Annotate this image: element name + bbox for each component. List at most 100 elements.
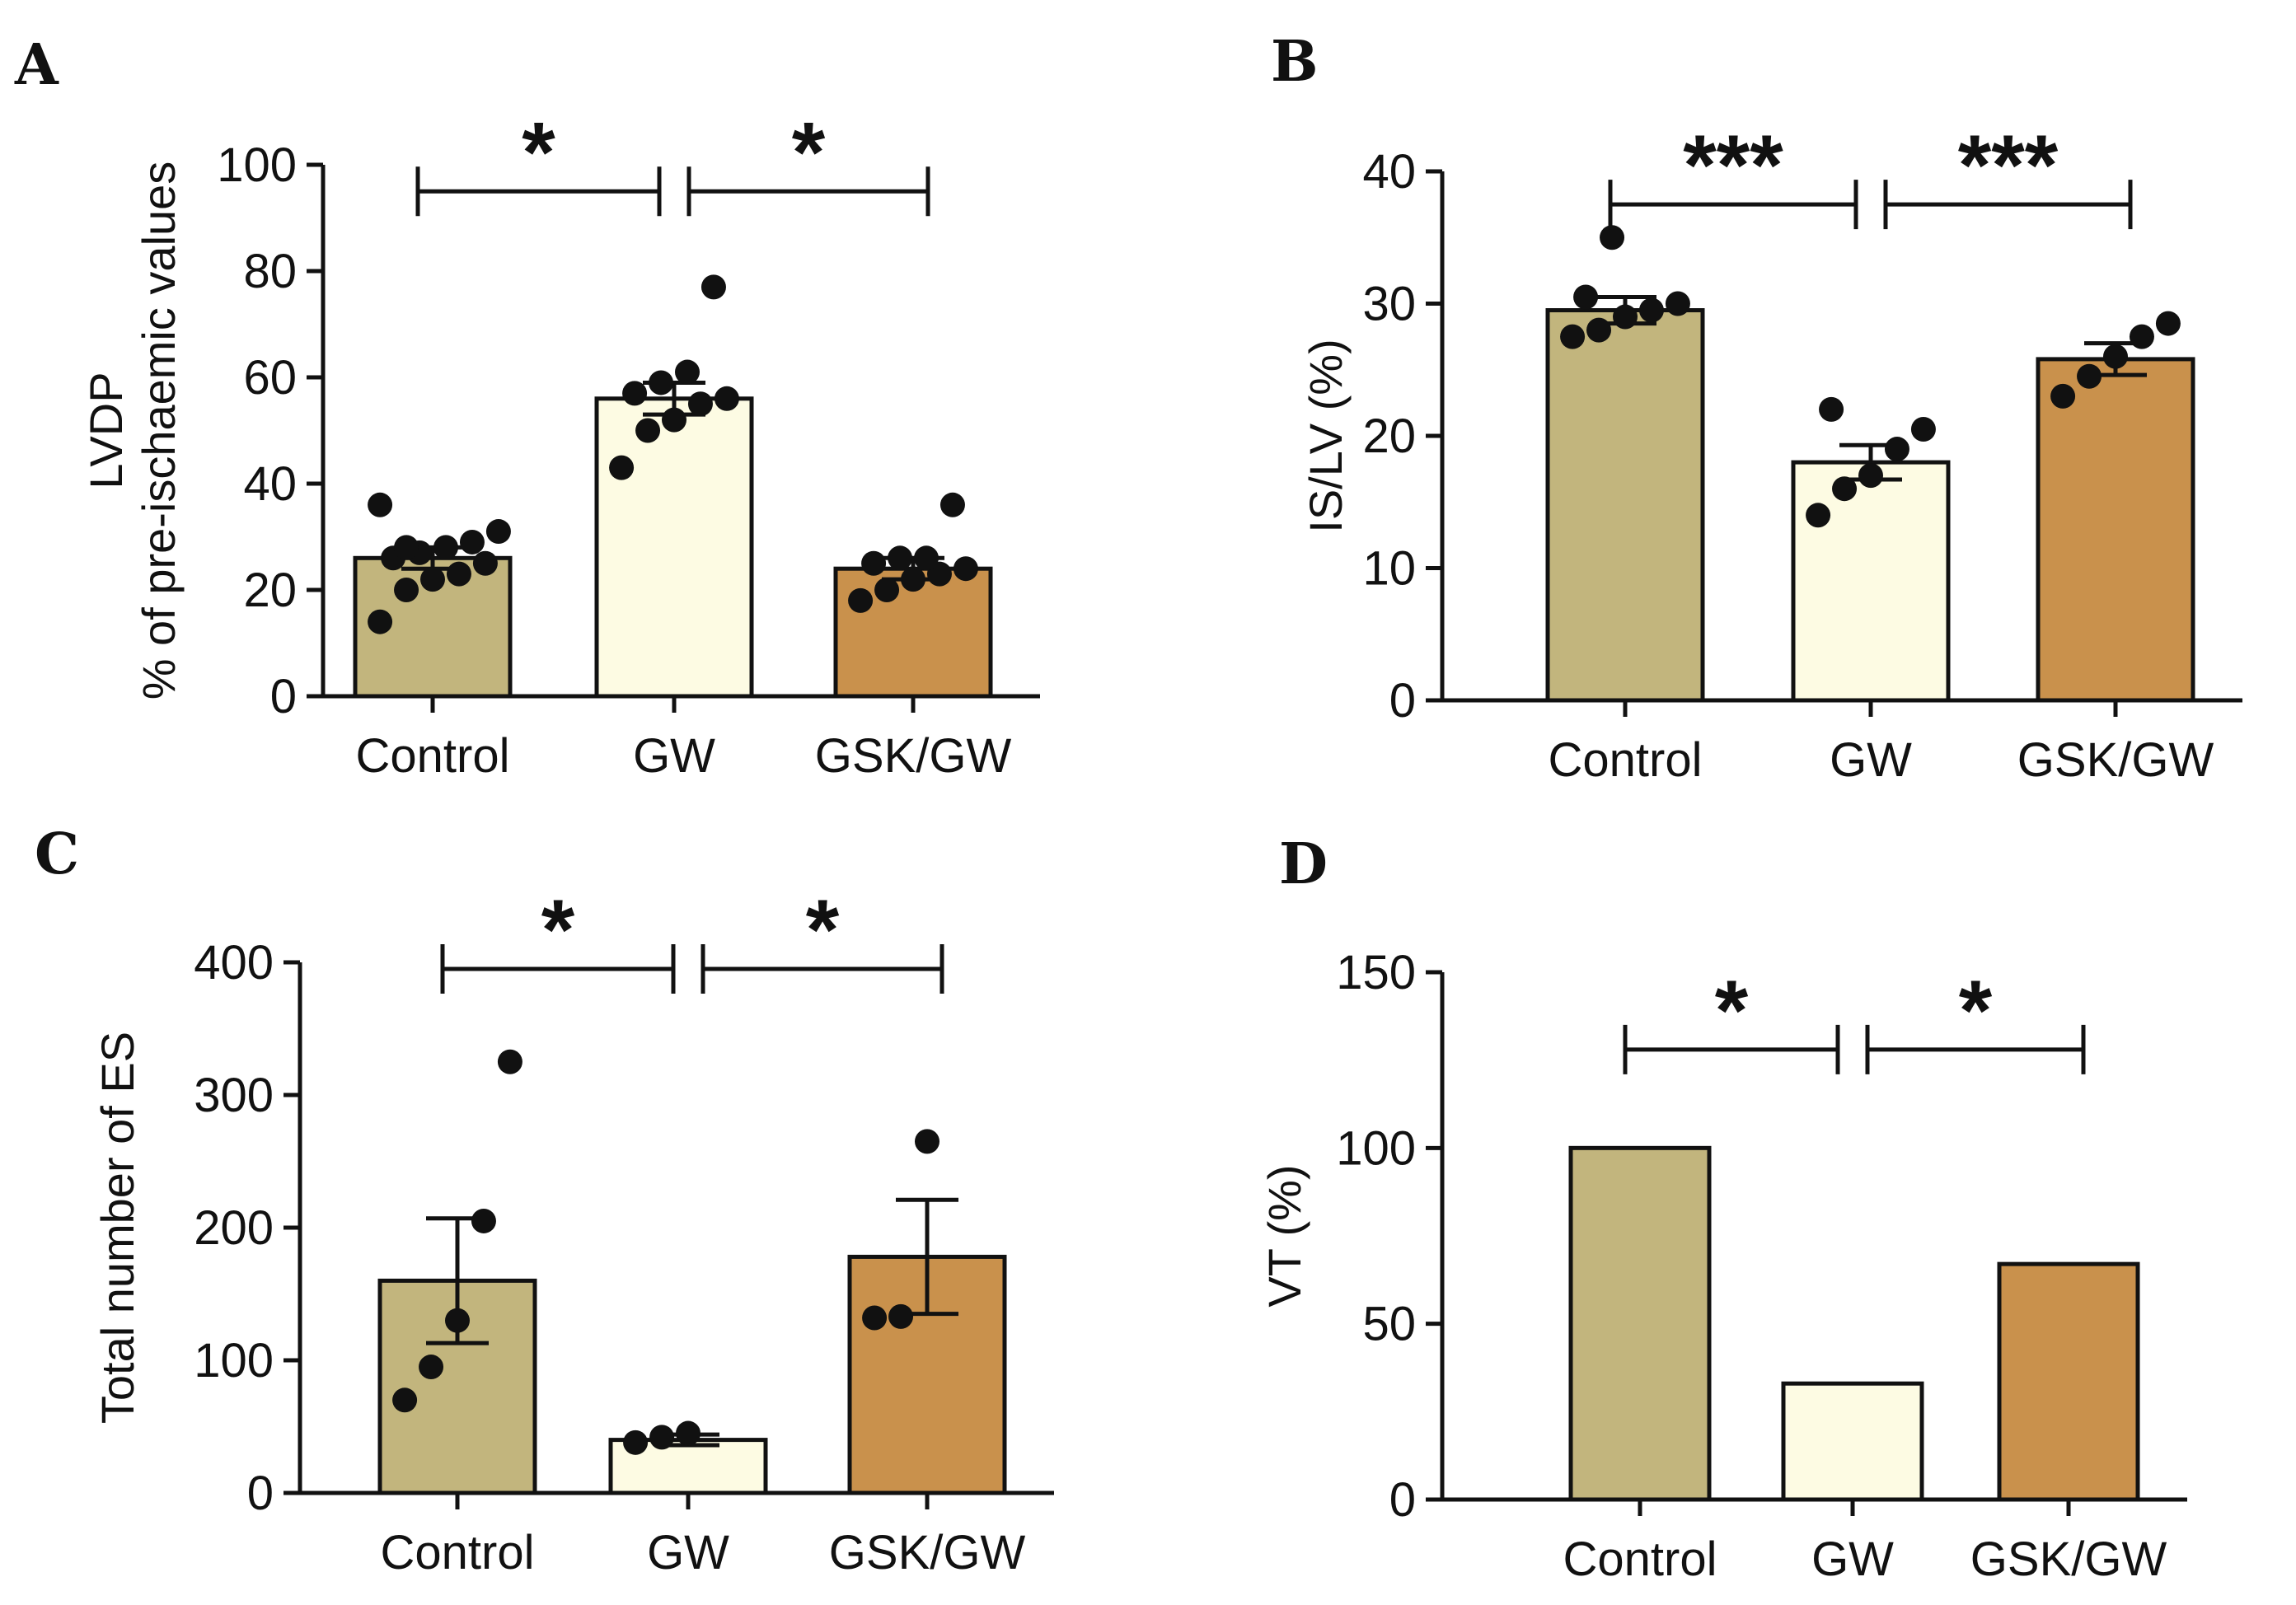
y-tick-label: 400 — [194, 936, 274, 990]
data-point — [888, 1303, 914, 1329]
y-axis-title: % of pre-ischaemic values — [133, 161, 185, 700]
x-category-label: GW — [1811, 1532, 1894, 1586]
chart-panel-b: B 0 10 20 30 40 Control GW GSK/GW IS/LV (%) *** *** — [1271, 29, 2242, 787]
y-tick-label: 60 — [243, 351, 297, 405]
y-axis-title: LVDP — [80, 372, 132, 489]
data-point — [1638, 297, 1664, 323]
significance-bracket — [415, 166, 662, 217]
data-point — [446, 561, 471, 587]
y-tick-label: 0 — [270, 670, 297, 723]
significance-label: * — [792, 105, 826, 200]
data-point — [1884, 437, 1909, 462]
data-point — [1910, 416, 1936, 442]
x-category-label: GW — [647, 1526, 729, 1579]
bar-control — [1568, 1145, 1712, 1502]
significance-bracket — [1883, 180, 2133, 230]
data-point — [714, 386, 739, 411]
y-tick-label: 100 — [1336, 1121, 1416, 1175]
data-point — [459, 529, 485, 554]
data-point — [1586, 317, 1612, 343]
data-point — [392, 1387, 418, 1413]
data-point — [472, 550, 498, 576]
y-tick-label: 10 — [1362, 542, 1416, 596]
y-tick-label: 40 — [243, 457, 297, 511]
significance-bracket — [686, 166, 930, 217]
bar-gw — [1781, 1381, 1924, 1502]
x-category-label: GSK/GW — [829, 1526, 1026, 1579]
data-point — [676, 1420, 701, 1446]
data-point — [635, 418, 661, 443]
y-tick-label: 100 — [217, 138, 297, 192]
panel-letter: C — [35, 821, 79, 887]
bar-control — [1545, 308, 1705, 703]
data-point — [888, 545, 913, 571]
data-point — [1573, 284, 1599, 310]
data-point — [497, 1049, 522, 1074]
data-point — [485, 519, 511, 545]
x-category-label: GSK/GW — [2017, 733, 2214, 787]
data-point — [848, 587, 874, 613]
chart-panel-d: D 0 50 100 150 Control GW GSK/GW VT (%) * * — [1258, 831, 2187, 1586]
data-point — [394, 578, 419, 602]
data-point — [1806, 503, 1831, 528]
data-point — [420, 567, 445, 592]
data-point — [471, 1208, 496, 1233]
y-tick-label: 50 — [1362, 1298, 1416, 1351]
data-point — [622, 381, 648, 406]
data-point — [953, 556, 978, 582]
significance-bracket — [1623, 1024, 1840, 1074]
data-point — [649, 370, 674, 395]
y-tick-label: 0 — [1389, 674, 1416, 728]
y-tick-label: 200 — [194, 1201, 274, 1255]
y-tick-label: 150 — [1336, 946, 1416, 999]
y-axis-title: Total number of ES — [91, 1032, 143, 1424]
y-tick-label: 20 — [1362, 409, 1416, 463]
x-category-label: GW — [633, 729, 715, 783]
significance-bracket — [1608, 180, 1858, 230]
data-point — [915, 1129, 939, 1154]
x-category-label: GW — [1830, 733, 1912, 787]
y-tick-label: 0 — [247, 1467, 274, 1520]
x-category-label: GSK/GW — [815, 729, 1012, 783]
data-point — [2129, 324, 2154, 349]
significance-label: * — [1715, 963, 1749, 1059]
data-point — [649, 1425, 675, 1450]
bar-gw — [594, 396, 754, 699]
data-point — [862, 1305, 888, 1331]
significance-label: * — [541, 882, 575, 978]
data-point — [394, 535, 419, 560]
significance-label: *** — [1683, 118, 1783, 213]
chart-panel-c: C 0 100 200 300 400 Control GW GSK/GW Total numbe… — [35, 821, 1054, 1579]
data-point — [701, 274, 726, 300]
y-tick-label: 40 — [1362, 145, 1416, 199]
significance-label: *** — [1958, 118, 2059, 213]
bar-gsk-gw — [2036, 357, 2195, 703]
data-point — [1819, 396, 1844, 422]
panel-letter: B — [1271, 29, 1318, 95]
data-point — [2103, 344, 2128, 369]
data-point — [1858, 463, 1883, 489]
data-point — [609, 455, 635, 480]
data-point — [368, 492, 393, 517]
data-point — [2077, 363, 2102, 389]
data-point — [901, 567, 925, 592]
data-point — [2155, 311, 2181, 336]
significance-bracket — [701, 944, 944, 994]
y-tick-label: 20 — [243, 564, 297, 617]
y-tick-label: 0 — [1389, 1473, 1416, 1527]
panel-letter: D — [1279, 831, 1328, 897]
x-category-label: Control — [1563, 1532, 1717, 1586]
x-category-label: GSK/GW — [1970, 1532, 2167, 1586]
y-tick-label: 80 — [243, 245, 297, 298]
data-point — [433, 535, 458, 560]
panel-letter: A — [14, 32, 59, 98]
data-point — [368, 609, 393, 634]
data-point — [1600, 225, 1625, 250]
y-tick-label: 30 — [1362, 278, 1416, 331]
y-axis-title: IS/LV (%) — [1300, 339, 1352, 532]
y-tick-label: 300 — [194, 1069, 274, 1122]
x-category-label: Control — [1549, 733, 1703, 787]
significance-label: * — [1959, 963, 1993, 1059]
data-point — [914, 545, 939, 571]
data-point — [419, 1355, 444, 1380]
